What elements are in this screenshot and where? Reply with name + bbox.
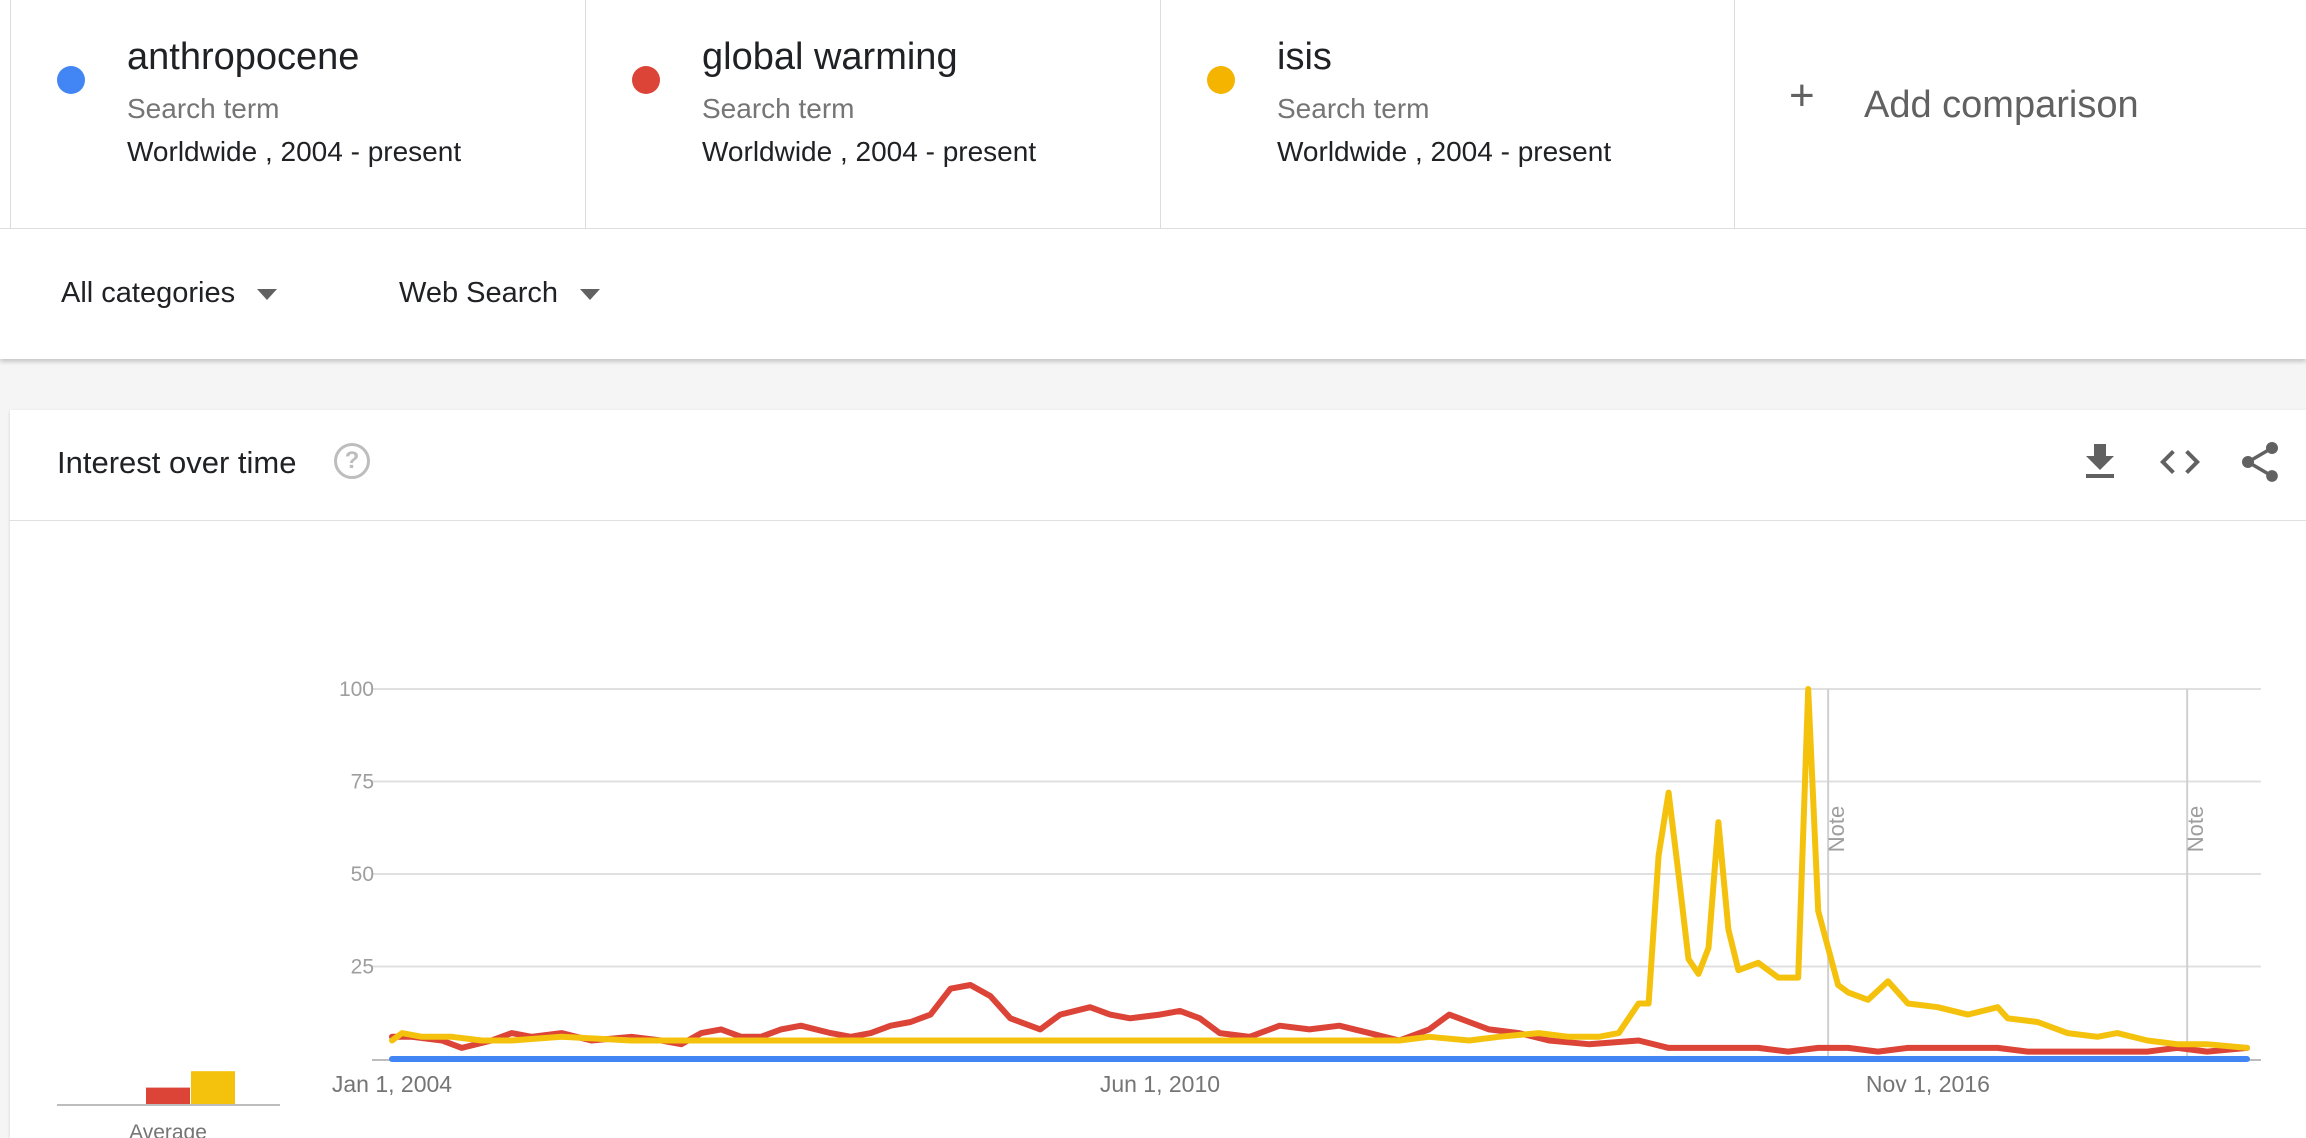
compare-bar: anthropocene Search term Worldwide , 200… <box>0 0 2306 229</box>
series-line-isis <box>389 686 2250 1051</box>
filter-bar: All categories Web Search <box>0 229 2306 359</box>
x-tick-label: Jan 1, 2004 <box>332 1071 452 1097</box>
search-term-card-global-warming[interactable]: global warming Search term Worldwide , 2… <box>585 0 1160 228</box>
card-title: Interest over time <box>57 445 297 480</box>
category-dropdown-label: All categories <box>61 277 236 309</box>
y-tick-label: 75 <box>351 771 374 794</box>
share-icon[interactable] <box>2236 438 2284 486</box>
interest-over-time-chart: Note Note 100 75 50 25 Jan 1, 2004 Jun 1, 2010… <box>57 678 2261 1138</box>
note-marker-label: Note <box>1824 806 1849 852</box>
category-dropdown[interactable]: All categories <box>61 277 278 310</box>
series-color-dot <box>632 66 660 94</box>
average-bar-isis <box>191 1071 235 1104</box>
term-scope: Worldwide , 2004 - present <box>127 136 462 167</box>
x-tick-label: Jun 1, 2010 <box>1100 1071 1220 1097</box>
average-bar-global-warming <box>146 1087 190 1104</box>
search-type-dropdown[interactable]: Web Search <box>399 277 601 310</box>
card-header: Interest over time ? <box>10 410 2306 521</box>
average-label: Average <box>129 1121 207 1138</box>
download-icon[interactable] <box>2076 438 2124 486</box>
interest-over-time-card: Interest over time ? Note Note 100 75 50 25 J… <box>10 410 2306 1138</box>
series-color-dot <box>57 66 85 94</box>
term-name: global warming <box>702 36 958 78</box>
note-marker-label: Note <box>2183 806 2208 852</box>
search-term-card-anthropocene[interactable]: anthropocene Search term Worldwide , 200… <box>10 0 585 228</box>
term-scope: Worldwide , 2004 - present <box>702 136 1037 167</box>
series-color-dot <box>1207 66 1235 94</box>
search-type-dropdown-label: Web Search <box>399 277 559 309</box>
term-type: Search term <box>1277 93 1430 124</box>
help-icon[interactable]: ? <box>334 443 370 479</box>
add-comparison-button[interactable]: + Add comparison <box>1734 0 2306 228</box>
search-term-card-isis[interactable]: isis Search term Worldwide , 2004 - pres… <box>1160 0 1735 228</box>
term-name: anthropocene <box>127 36 360 78</box>
y-tick-label: 25 <box>351 956 374 979</box>
y-tick-label: 100 <box>339 678 374 701</box>
term-name: isis <box>1277 36 1332 78</box>
x-tick-label: Nov 1, 2016 <box>1866 1071 1990 1097</box>
y-tick-label: 50 <box>351 863 374 886</box>
embed-code-icon[interactable] <box>2156 438 2204 486</box>
add-comparison-label: Add comparison <box>1864 84 2139 126</box>
plus-icon: + <box>1789 71 1815 120</box>
term-scope: Worldwide , 2004 - present <box>1277 136 1612 167</box>
caret-down-icon <box>257 288 278 300</box>
term-type: Search term <box>127 93 280 124</box>
term-type: Search term <box>702 93 855 124</box>
caret-down-icon <box>580 288 601 300</box>
